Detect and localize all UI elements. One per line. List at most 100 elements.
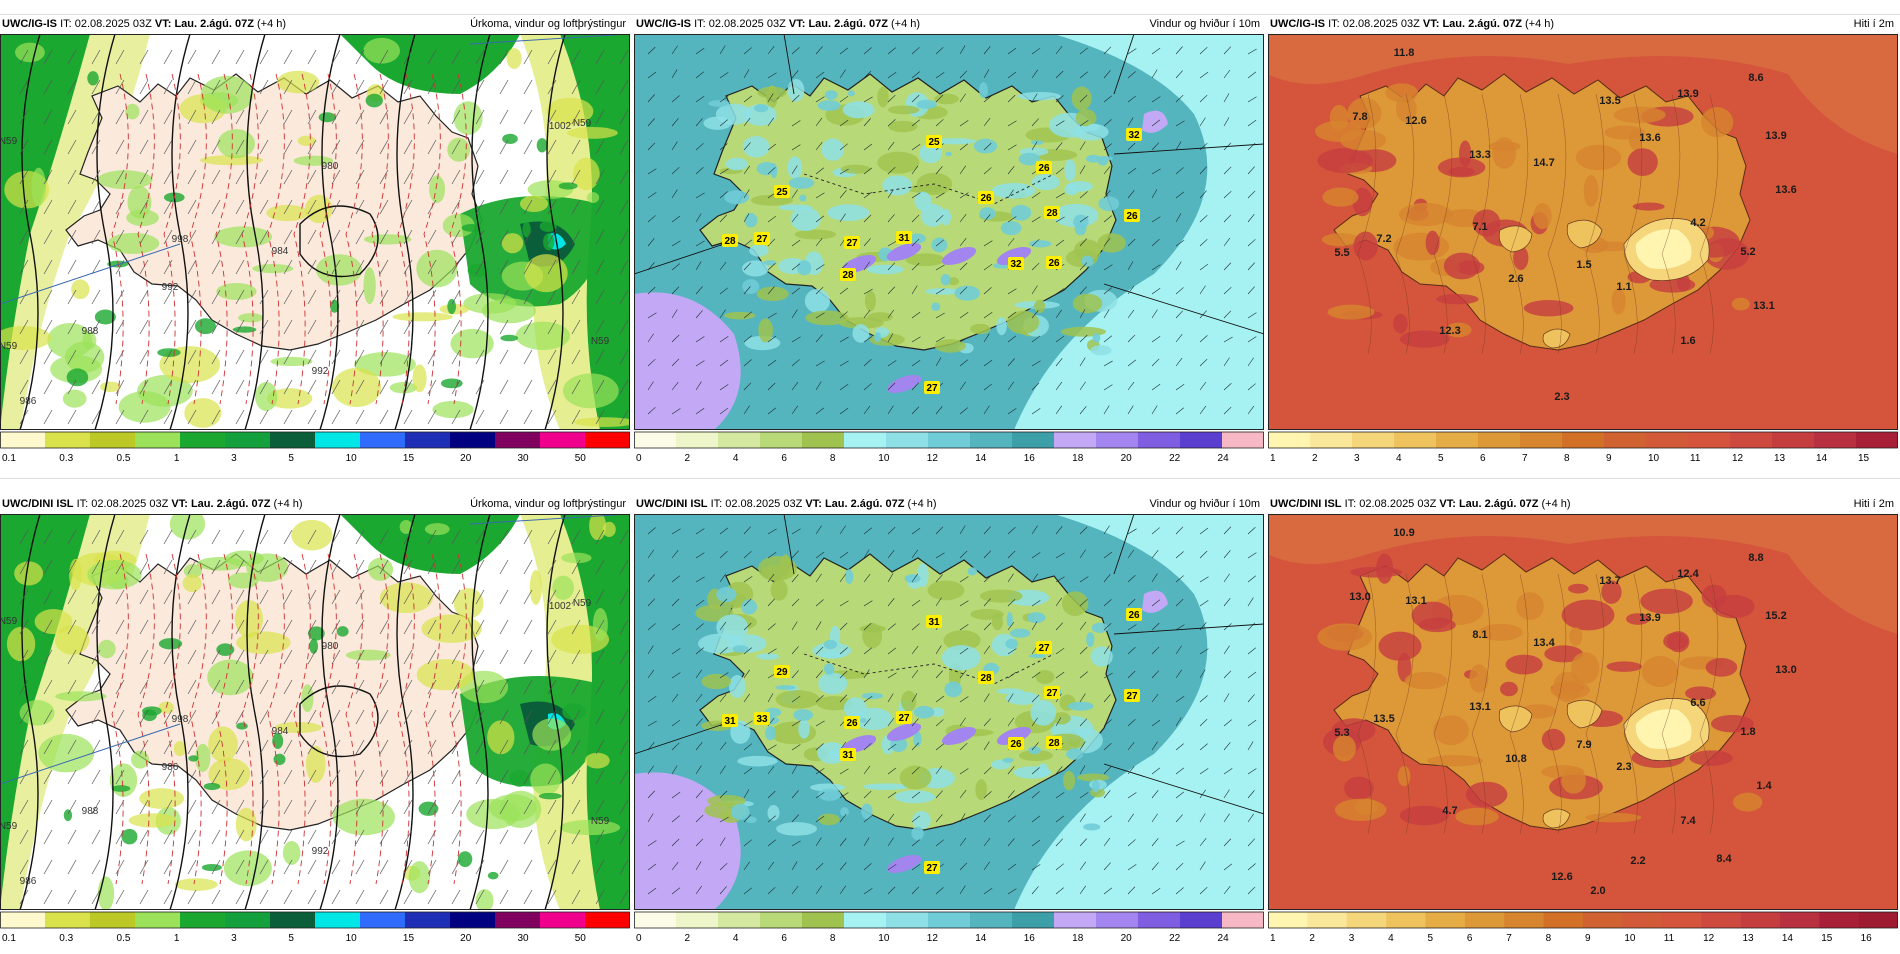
panel-title: Hiti í 2m xyxy=(1853,18,1894,30)
colorbar-tick: 16 xyxy=(1024,933,1036,944)
colorbar: 1 2 3 4 5 6 7 8 9 10 11 12 13 14 15 16 xyxy=(1268,910,1898,950)
colorbar-tick: 6 xyxy=(1467,933,1473,944)
temperature-label: 2.6 xyxy=(1508,273,1523,285)
colorbar-swatch xyxy=(634,912,677,928)
colorbar-swatch xyxy=(315,432,361,448)
colorbar-tick: 3 xyxy=(1354,453,1360,464)
map-area[interactable]: 10.9 8.8 12.4 13.0 13.1 13.7 8.1 13.4 13.9 15.2 13… xyxy=(1268,514,1898,910)
temperature-label: 8.6 xyxy=(1748,72,1763,84)
colorbar-swatch xyxy=(1054,912,1097,928)
it-value: 02.08.2025 03Z xyxy=(1342,18,1420,30)
colorbar-tick: 0 xyxy=(636,933,642,944)
temperature-label: 13.9 xyxy=(1639,612,1660,624)
gust-label: 27 xyxy=(1046,688,1058,699)
colorbar-tick: 22 xyxy=(1169,933,1181,944)
it-value: 02.08.2025 03Z xyxy=(91,498,169,510)
map-area[interactable]: 998 992 988 1002 980 984 992 N59 N59 N59 986 N59 xyxy=(0,34,630,430)
gust-label: 27 xyxy=(926,383,938,394)
colorbar: 0.1 0.3 0.5 1 3 5 10 15 20 30 50 xyxy=(0,430,630,470)
temperature-label: 12.6 xyxy=(1405,115,1426,127)
colorbar-swatch xyxy=(844,912,887,928)
colorbar-swatch xyxy=(1346,912,1387,928)
isobar-label: 986 xyxy=(20,876,37,887)
temperature-label: 1.5 xyxy=(1576,259,1591,271)
map-area[interactable]: 11.8 8.6 13.9 7.8 12.6 13.5 13.3 14.7 13.6 13.9 13… xyxy=(1268,34,1898,430)
temperature-label: 10.8 xyxy=(1505,753,1526,765)
colorbar-swatch xyxy=(844,432,887,448)
lead-time: (+4 h) xyxy=(1524,18,1555,30)
gust-label: 26 xyxy=(846,718,858,729)
colorbar-swatch xyxy=(270,912,316,928)
temperature-label: 13.6 xyxy=(1639,132,1660,144)
gust-label: 32 xyxy=(1010,259,1022,270)
colorbar-swatch xyxy=(135,912,181,928)
it-value: 02.08.2025 03Z xyxy=(74,18,152,30)
colorbar-tick: 12 xyxy=(1732,453,1744,464)
gust-label: 27 xyxy=(926,863,938,874)
colorbar-tick: 14 xyxy=(975,933,987,944)
colorbar-tick: 4 xyxy=(733,453,739,464)
map-area[interactable]: 25 32 26 25 26 28 26 28 27 27 31 32 26 28 27 xyxy=(634,34,1264,430)
lead-time: (+4 h) xyxy=(256,18,287,30)
colorbar-swatch xyxy=(634,432,677,448)
it-label: IT: xyxy=(60,18,72,30)
map-area[interactable]: 998 986 988 1002 980 984 992 N59 N59 N59 986 N59 xyxy=(0,514,630,910)
isobar-label: 984 xyxy=(272,246,289,257)
gust-label: 28 xyxy=(980,673,992,684)
colorbar-tick: 0.3 xyxy=(59,933,73,944)
colorbar-tick: 50 xyxy=(575,453,587,464)
temperature-label: 2.3 xyxy=(1554,391,1569,403)
panel-header: UWC/IG-IS IT: 02.08.2025 03Z VT: Lau. 2.… xyxy=(0,14,630,34)
colorbar-swatch xyxy=(1562,432,1605,448)
colorbar-swatch xyxy=(495,912,541,928)
colorbar-swatch xyxy=(0,432,46,448)
gust-label: 28 xyxy=(1046,208,1058,219)
isobar-label: N59 xyxy=(573,598,592,609)
colorbar-tick: 14 xyxy=(1782,933,1794,944)
temperature-label: 1.6 xyxy=(1680,335,1695,347)
gust-label: 32 xyxy=(1128,130,1140,141)
colorbar-swatch xyxy=(718,432,761,448)
temperature-label: 13.0 xyxy=(1775,664,1796,676)
colorbar-tick: 6 xyxy=(781,933,787,944)
colorbar-tick: 2 xyxy=(684,453,690,464)
colorbar-swatch xyxy=(1096,432,1139,448)
colorbar-tick: 5 xyxy=(1428,933,1434,944)
colorbar-swatch xyxy=(45,432,91,448)
lead-time: (+4 h) xyxy=(1541,498,1571,510)
colorbar-tick: 7 xyxy=(1506,933,1512,944)
vt-label: VT: xyxy=(805,498,822,510)
colorbar-swatch xyxy=(718,912,761,928)
colorbar-swatch xyxy=(0,912,46,928)
map-area[interactable]: 31 26 27 29 28 27 27 31 33 26 27 26 28 31 27 xyxy=(634,514,1264,910)
gust-label: 33 xyxy=(756,714,768,725)
colorbar-tick: 0.1 xyxy=(2,933,16,944)
temperature-label: 13.1 xyxy=(1469,701,1490,713)
colorbar-tick: 9 xyxy=(1606,453,1612,464)
temperature-label: 13.3 xyxy=(1469,149,1490,161)
isobar-label: 988 xyxy=(82,326,99,337)
colorbar-tick: 15 xyxy=(1821,933,1833,944)
colorbar-swatch xyxy=(802,432,845,448)
colorbar-tick: 20 xyxy=(1121,933,1133,944)
isobar-label: 986 xyxy=(20,396,37,407)
vt-label: VT: xyxy=(154,18,172,30)
temperature-label: 7.1 xyxy=(1472,221,1487,233)
temperature-label: 15.2 xyxy=(1765,610,1786,622)
colorbar-swatch xyxy=(1688,432,1731,448)
colorbar-swatch xyxy=(1180,432,1223,448)
colorbar-swatch xyxy=(135,432,181,448)
lead-time: (+4 h) xyxy=(890,18,921,30)
colorbar-tick: 30 xyxy=(517,933,529,944)
colorbar-swatch xyxy=(1646,432,1689,448)
colorbar-swatch xyxy=(1138,432,1181,448)
colorbar-tick: 4 xyxy=(1396,453,1402,464)
colorbar-swatch xyxy=(1520,432,1563,448)
colorbar-swatch xyxy=(928,912,971,928)
colorbar-tick: 5 xyxy=(1438,453,1444,464)
colorbar-swatch xyxy=(45,912,91,928)
panel-dini-wind: UWC/DINI ISL IT: 02.08.2025 03Z VT: Lau.… xyxy=(634,494,1264,954)
colorbar-tick: 7 xyxy=(1522,453,1528,464)
colorbar-tick: 14 xyxy=(1816,453,1828,464)
colorbar-swatch xyxy=(1268,912,1308,928)
